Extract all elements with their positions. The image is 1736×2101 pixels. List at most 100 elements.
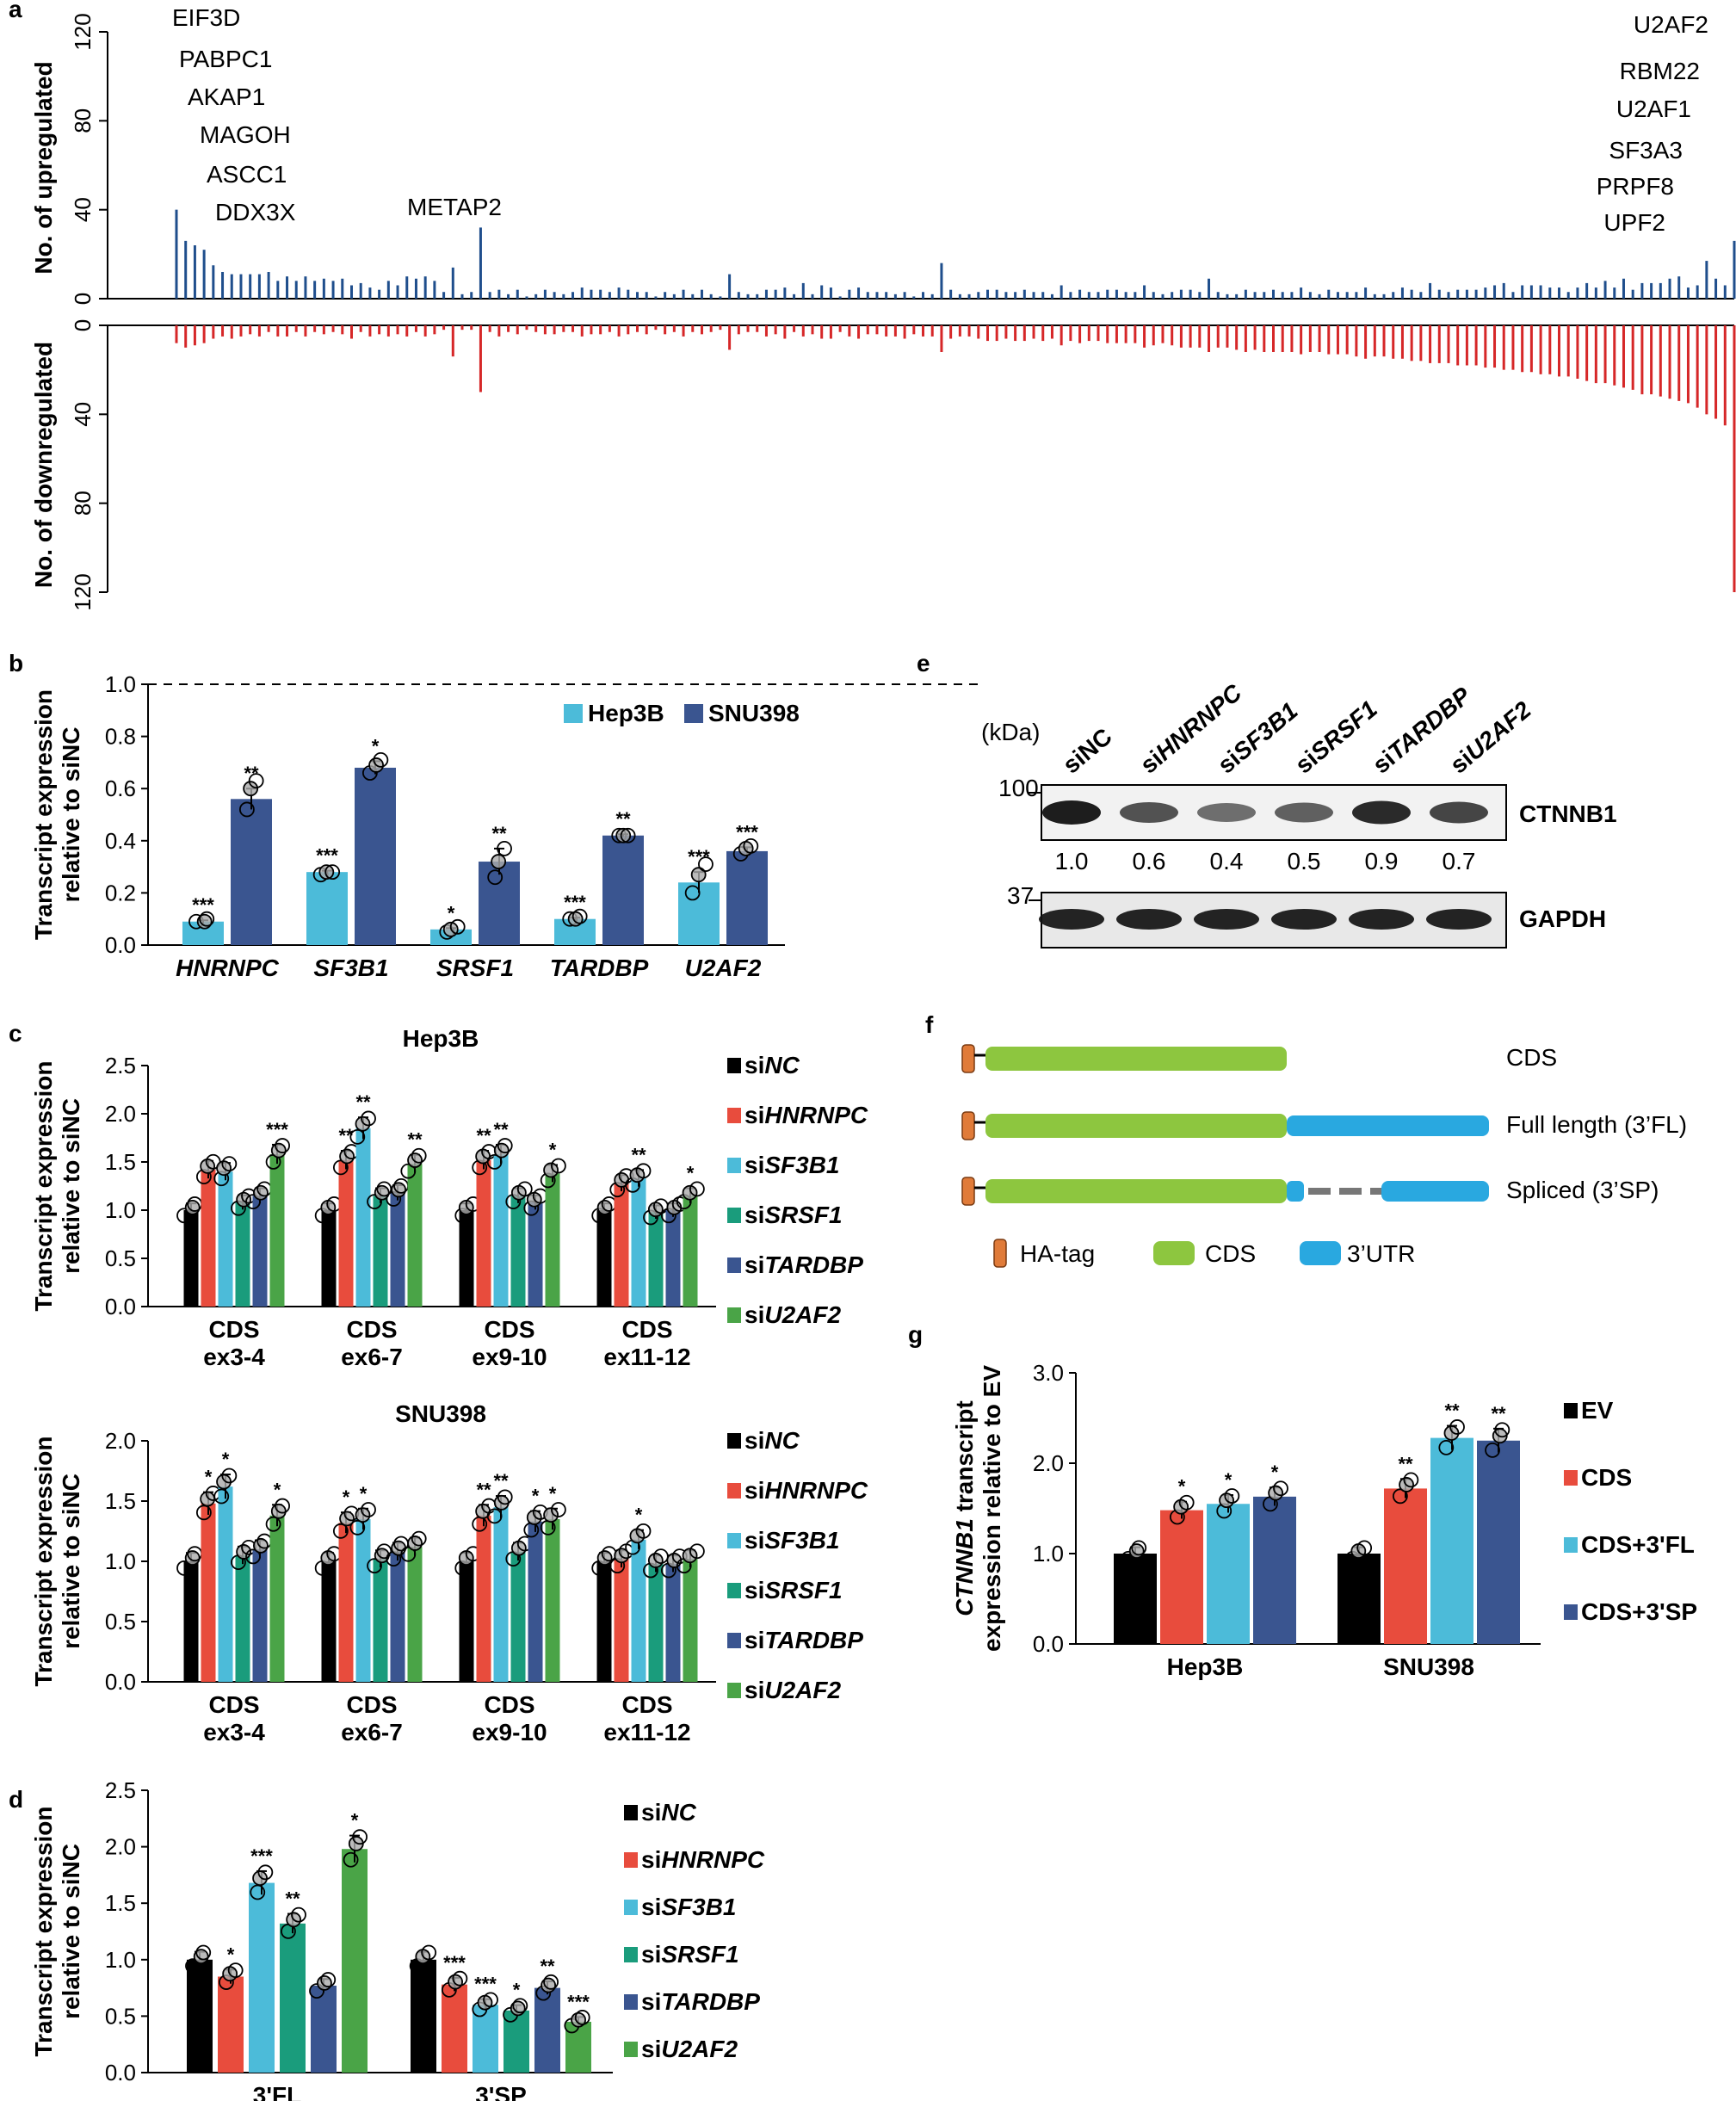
construct-legend-utr-swatch: [1300, 1241, 1341, 1265]
c2-point: [635, 1523, 652, 1539]
construct-legend-ha: HA-tag: [1020, 1240, 1095, 1267]
c1-bar: [407, 1164, 423, 1307]
c2-sig-label: *: [274, 1479, 281, 1500]
c2-point: [361, 1502, 376, 1517]
c2-sig-label: *: [205, 1467, 213, 1488]
c1-point: [355, 1115, 371, 1132]
c2-ylabel: relative to siNC: [58, 1474, 84, 1649]
legend-gene: NC: [764, 1052, 800, 1078]
b-category-label: SF3B1: [313, 955, 388, 981]
c1-sig-label: **: [407, 1129, 423, 1151]
c1-ytick-label: 0.5: [105, 1245, 136, 1271]
g-ylabel: CTNNB1 transcript: [951, 1400, 978, 1616]
b-sig-label: *: [372, 735, 380, 757]
c2-point: [689, 1543, 705, 1560]
blot-band-ctnnb1: [1430, 801, 1488, 824]
g-bar: [1338, 1554, 1381, 1644]
c2-point: [400, 1546, 417, 1562]
d-legend-label: siHNRNPC: [641, 1846, 765, 1873]
g-legend-swatch: [1564, 1537, 1578, 1553]
panel-c-hep3b-chart: 0.0 0.5 1.0 1.5 2.0 2.5 Transcript expression r…: [30, 1025, 868, 1370]
legend-gene: HNRNPC: [764, 1477, 868, 1504]
blot-band-gapdh: [1194, 909, 1259, 930]
c2-legend-label: siU2AF2: [744, 1677, 841, 1703]
c2-sig-label: *: [360, 1483, 368, 1505]
d-legend-swatch: [624, 1947, 638, 1962]
c2-sig-label: *: [222, 1449, 230, 1470]
legend-prefix: si: [641, 1941, 661, 1968]
blot-protein-ctnnb1: CTNNB1: [1519, 800, 1617, 827]
c1-point: [245, 1194, 261, 1210]
panel-g-chart: 0.0 1.0 2.0 3.0 CTNNB1 transcript expression …: [951, 1360, 1697, 1680]
g-bar: [1160, 1510, 1203, 1644]
c1-sig-label: **: [476, 1125, 491, 1146]
c2-bar: [614, 1559, 629, 1682]
a-down-tick-label: 0: [70, 319, 96, 331]
c2-legend-swatch: [727, 1433, 741, 1449]
c2-point: [253, 1537, 269, 1554]
c2-ytick-label: 0.5: [105, 1609, 136, 1634]
construct-utr-end: [1381, 1181, 1489, 1202]
d-point: [421, 1944, 437, 1961]
c2-legend-swatch: [727, 1683, 741, 1698]
d-point: [257, 1864, 274, 1881]
c1-category-label: ex9-10: [472, 1344, 547, 1370]
blot-quant-value: 0.9: [1365, 848, 1399, 874]
c2-point: [407, 1536, 423, 1551]
b-point: [567, 911, 584, 927]
c1-bar: [493, 1154, 509, 1307]
g-category-label: Hep3B: [1167, 1653, 1244, 1680]
b-point: [615, 827, 632, 843]
legend-prefix: si: [641, 1988, 661, 2015]
c1-category-label: CDS: [621, 1316, 672, 1343]
g-bar: [1477, 1440, 1520, 1644]
g-point: [1403, 1472, 1419, 1488]
b-sig-label: ***: [192, 894, 214, 916]
legend-prefix: si: [744, 1251, 764, 1278]
blot-ctnnb1-membrane: [1041, 784, 1507, 841]
g-ytick-label: 3.0: [1033, 1360, 1064, 1386]
b-category-label: HNRNPC: [176, 955, 280, 981]
d-legend-swatch: [624, 1852, 638, 1868]
b-category-label: U2AF2: [685, 955, 762, 981]
c2-legend-swatch: [727, 1633, 741, 1648]
a-ylabel-up: No. of upregulated: [30, 61, 57, 274]
c1-ytick-label: 2.5: [105, 1053, 136, 1078]
c2-category-label: ex9-10: [472, 1719, 547, 1746]
d-legend-label: siSF3B1: [641, 1894, 737, 1920]
b-sig-label: **: [615, 808, 631, 830]
legend-gene: SF3B1: [764, 1152, 839, 1178]
c2-sig-label: *: [532, 1486, 540, 1507]
d-ytick-label: 0.0: [105, 2060, 136, 2086]
c2-point: [221, 1468, 238, 1484]
c1-sig-label: **: [338, 1125, 354, 1146]
g-bar: [1384, 1488, 1427, 1644]
g-point: [1121, 1550, 1136, 1566]
c2-category-label: CDS: [484, 1691, 534, 1718]
b-category-label: SRSF1: [436, 955, 514, 981]
d-ytick-label: 2.5: [105, 1777, 136, 1803]
c1-category-label: ex3-4: [203, 1344, 265, 1370]
panel-letter-e: e: [917, 650, 930, 677]
legend-gene: TARDBP: [764, 1627, 863, 1653]
legend-gene: U2AF2: [764, 1677, 841, 1703]
blot-kda-label: (kDa): [981, 719, 1040, 745]
construct-legend-ha-swatch: [993, 1239, 1007, 1268]
c1-point: [361, 1110, 376, 1127]
c2-sig-label: *: [343, 1486, 350, 1508]
g-ytick-label: 1.0: [1033, 1541, 1064, 1566]
blot-quant-value: 0.7: [1443, 848, 1476, 874]
b-point: [373, 751, 389, 768]
c2-point: [349, 1519, 366, 1536]
construct-cds-box: [985, 1047, 1287, 1071]
c1-point: [516, 1181, 533, 1197]
b-sig-label: ***: [736, 821, 758, 843]
blot-band-gapdh: [1271, 909, 1337, 930]
g-sig-label: **: [1398, 1453, 1413, 1474]
c1-legend-swatch: [727, 1208, 741, 1223]
c2-point: [411, 1530, 427, 1547]
b-ytick-label: 0.4: [105, 828, 136, 854]
blot-band-ctnnb1: [1042, 800, 1101, 825]
legend-gene: SRSF1: [764, 1202, 842, 1228]
c2-point: [200, 1491, 216, 1507]
